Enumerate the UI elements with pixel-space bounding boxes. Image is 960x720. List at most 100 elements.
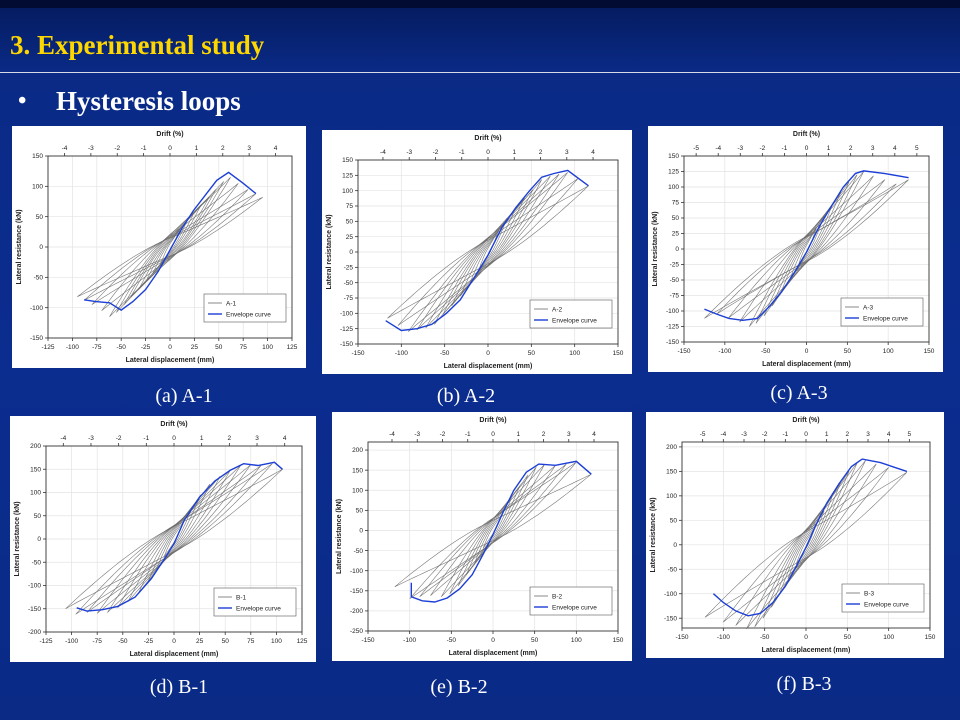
y-axis-label: Lateral resistance (kN) [336,499,343,574]
drift-tick-label: -5 [693,145,699,152]
legend-loops-label: B-1 [236,595,247,602]
y-tick-label: 75 [346,203,354,210]
y-tick-label: 150 [352,467,363,474]
caption-b1: (d) B-1 [149,676,209,698]
y-tick-label: 150 [32,153,43,160]
x-tick-label: 150 [613,637,624,644]
legend-envelope-label: Envelope curve [236,606,281,613]
x-tick-label: 0 [172,638,176,645]
hysteresis-chart: -150 -100 -50 0 50 100 150-150-100-50050100150… [650,417,936,654]
y-tick-label: -250 [350,628,363,635]
legend-box [529,586,613,616]
y-tick-label: -200 [350,608,363,615]
drift-tick-label: -5 [700,431,706,438]
hysteresis-loop [704,472,908,618]
y-tick-label: -100 [30,305,43,312]
drift-tick-label: -1 [143,435,149,442]
top-strip [0,0,960,8]
hysteresis-loop [755,174,858,324]
drift-tick-label: 1 [195,145,199,152]
x-tick-label: -50 [118,638,128,645]
y-tick-label: -125 [340,326,353,333]
x-tick-label: 125 [287,344,298,351]
drift-tick-label: 4 [887,431,891,438]
hysteresis-chart: -125 -100 -75 -50 -25 0 25 50 75 100 125-150-100-5… [16,131,298,364]
slide-title: 3. Experimental study [10,30,265,60]
y-tick-label: 0 [673,542,677,549]
hysteresis-loop [394,473,592,588]
caption-b3: (f) B-3 [776,673,832,695]
y-tick-label: 100 [30,490,41,497]
y-axis-label: Lateral resistance (kN) [16,209,23,284]
y-tick-label: -50 [668,566,678,573]
y-tick-label: -50 [670,277,680,284]
x-tick-label: -25 [144,638,154,645]
y-tick-label: -100 [28,583,41,590]
bullet-text: Hysteresis loops [56,86,241,116]
x-tick-label: 50 [215,344,223,351]
caption-a3: (c) A-3 [770,382,828,404]
drift-tick-label: 3 [567,431,571,438]
drift-tick-label: 2 [539,149,543,156]
x-tick-label: -50 [447,637,457,644]
chart-panel-b3: -150 -100 -50 0 50 100 150 -150 -100 -50 0 50 100 150… [646,412,944,658]
hysteresis-loop [449,466,537,595]
y-tick-label: -100 [350,568,363,575]
hysteresis-loop [425,175,551,329]
drift-tick-label: 0 [486,149,490,156]
hysteresis-chart: -150 -100 -50 0 50 100 150-250-200-150-100-500… [336,417,624,657]
x-tick-label: -25 [141,344,151,351]
drift-tick-label: 5 [908,431,912,438]
y-tick-label: 25 [346,234,354,241]
y-tick-label: -150 [350,588,363,595]
x-tick-label: 100 [883,348,894,355]
x-tick-label: 100 [271,638,282,645]
legend: B-1 Envelope curve [213,587,297,617]
x-tick-label: -150 [351,350,364,357]
title-divider [0,72,960,73]
x-tick-label: 75 [247,638,255,645]
drift-tick-label: 3 [255,435,259,442]
y-tick-label: 100 [352,487,363,494]
legend: A-1 Envelope curve [203,293,287,323]
envelope-curve [704,170,909,322]
y-tick-label: 200 [30,443,41,450]
chart-panel-b2: -150 -100 -50 0 50 100 150 -250 -200 -150 -100 -50 0… [332,412,632,661]
hysteresis-loop [704,179,909,319]
x-axis-label: Lateral displacement (mm) [126,357,215,364]
y-tick-label: -50 [32,559,42,566]
x-tick-label: -100 [717,634,730,641]
drift-axis-label: Drift (%) [792,417,819,424]
y-tick-label: 100 [666,493,677,500]
drift-tick-label: -2 [762,431,768,438]
drift-tick-label: 2 [228,435,232,442]
y-tick-label: 50 [670,518,678,525]
x-tick-label: -50 [116,344,126,351]
legend-box [203,293,287,323]
y-tick-label: -100 [340,311,353,318]
hysteresis-loop [387,185,589,319]
y-tick-label: 100 [32,184,43,191]
legend-loops-label: B-2 [552,594,563,601]
y-tick-label: 50 [356,508,364,515]
x-tick-label: 150 [925,634,936,641]
x-tick-label: 50 [531,637,539,644]
y-tick-label: -200 [28,629,41,636]
drift-tick-label: -4 [715,145,721,152]
drift-tick-label: 2 [542,431,546,438]
caption-a1: (a) A-1 [155,385,213,407]
y-tick-label: -50 [344,280,354,287]
y-tick-label: -125 [666,324,679,331]
legend-loops-label: A-2 [552,307,563,314]
drift-tick-label: 4 [592,431,596,438]
hysteresis-loop [77,197,263,297]
y-tick-label: -100 [666,308,679,315]
y-tick-label: 200 [666,444,677,451]
x-tick-label: -50 [440,350,450,357]
legend-box [841,583,925,613]
drift-tick-label: -3 [88,145,94,152]
y-tick-label: 25 [672,231,680,238]
legend: A-3 Envelope curve [840,297,924,327]
caption-a2: (b) A-2 [436,385,496,407]
drift-axis-label: Drift (%) [156,131,183,138]
